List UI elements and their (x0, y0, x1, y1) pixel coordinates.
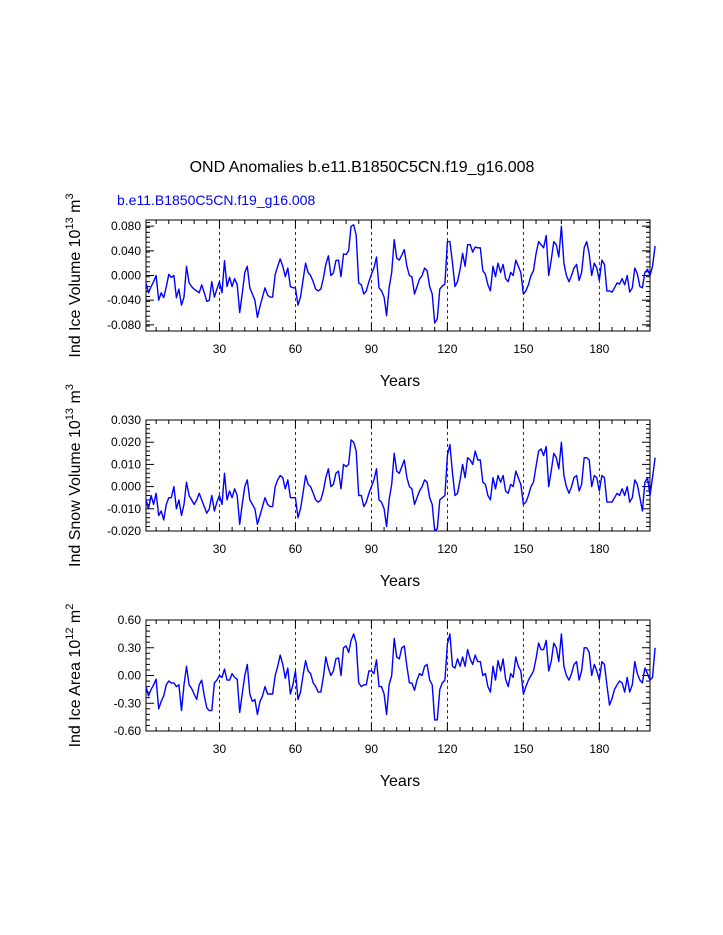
y-axis-label-superscript: 2 (64, 604, 76, 610)
x-tick-label-30: 30 (213, 742, 227, 756)
x-tick-label-150: 150 (513, 342, 533, 356)
y-axis-label-text: Ind Snow Volume 10 (67, 420, 84, 567)
y-axis-label-text: m (67, 200, 84, 218)
x-tick-label-180: 180 (589, 542, 609, 556)
x-tick-label-150: 150 (513, 542, 533, 556)
y-axis-label-text: Ind Ice Volume 10 (67, 229, 84, 357)
y-tick-label-0.000: 0.000 (111, 269, 141, 283)
y-axis-label-superscript: 12 (64, 628, 76, 640)
y-axis-label-superscript: 3 (64, 193, 76, 199)
y-axis-label-text: m (67, 610, 84, 628)
plot-frame (145, 619, 651, 732)
y-axis-label: Ind Snow Volume 1013 m3 (64, 384, 84, 567)
y-tick-label-0.030: 0.030 (111, 413, 141, 427)
x-axis-label: Years (380, 373, 420, 390)
y-tick-label-0.30: 0.30 (118, 641, 142, 655)
x-tick-label-60: 60 (289, 742, 303, 756)
y-tick-label--0.60: -0.60 (114, 724, 142, 738)
x-tick-label-120: 120 (437, 542, 457, 556)
y-axis-label-superscript: 13 (64, 408, 76, 420)
y-axis-label-text: m (67, 390, 84, 408)
y-tick-label-0.080: 0.080 (111, 219, 141, 233)
x-axis-label: Years (380, 573, 420, 590)
y-axis-label: Ind Ice Volume 1013 m3 (64, 193, 84, 357)
x-tick-label-90: 90 (365, 342, 379, 356)
chart-panel-1: 30 60 90 120 150 180 -0.080 -0.040 0.000 0.040 0.0… (64, 193, 656, 390)
x-tick-label-90: 90 (365, 742, 379, 756)
y-tick-label-0.020: 0.020 (111, 435, 141, 449)
y-tick-label--0.080: -0.080 (107, 318, 141, 332)
y-tick-label-0.010: 0.010 (111, 457, 141, 471)
y-axis-label: Ind Ice Area 1012 m2 (64, 604, 84, 748)
x-tick-label-90: 90 (365, 542, 379, 556)
x-tick-label-120: 120 (437, 342, 457, 356)
plot-frame (145, 419, 651, 532)
plot-frame (145, 219, 651, 332)
y-tick-label--0.020: -0.020 (107, 524, 141, 538)
chart-panel-3: 30 60 90 120 150 180 -0.60 -0.30 0.00 0.30 0.60 Yea… (64, 604, 656, 790)
series-line-1 (145, 633, 656, 721)
y-tick-label-0.040: 0.040 (111, 244, 141, 258)
x-tick-label-60: 60 (289, 342, 303, 356)
y-tick-label-0.00: 0.00 (118, 669, 142, 683)
series-line-1 (145, 439, 656, 532)
y-tick-label--0.040: -0.040 (107, 293, 141, 307)
y-axis-label-superscript: 3 (64, 384, 76, 390)
y-tick-label-0.60: 0.60 (118, 613, 142, 627)
x-tick-label-30: 30 (213, 542, 227, 556)
x-tick-label-180: 180 (589, 742, 609, 756)
y-axis-label-superscript: 13 (64, 217, 76, 229)
y-tick-label--0.010: -0.010 (107, 502, 141, 516)
x-tick-label-30: 30 (213, 342, 227, 356)
chart-panel-2: 30 60 90 120 150 180 -0.020 -0.010 0.000 0.010 0.0… (64, 384, 656, 590)
y-tick-label--0.30: -0.30 (114, 696, 142, 710)
x-tick-label-150: 150 (513, 742, 533, 756)
x-tick-label-120: 120 (437, 742, 457, 756)
case-label: b.e11.B1850C5CN.f19_g16.008 (117, 192, 315, 208)
y-tick-label-0.000: 0.000 (111, 480, 141, 494)
x-axis-label: Years (380, 773, 420, 790)
x-tick-label-60: 60 (289, 542, 303, 556)
series-line-1 (145, 224, 656, 324)
x-tick-label-180: 180 (589, 342, 609, 356)
figure-title: OND Anomalies b.e11.B1850C5CN.f19_g16.00… (190, 159, 535, 176)
y-axis-label-text: Ind Ice Area 10 (67, 640, 84, 748)
